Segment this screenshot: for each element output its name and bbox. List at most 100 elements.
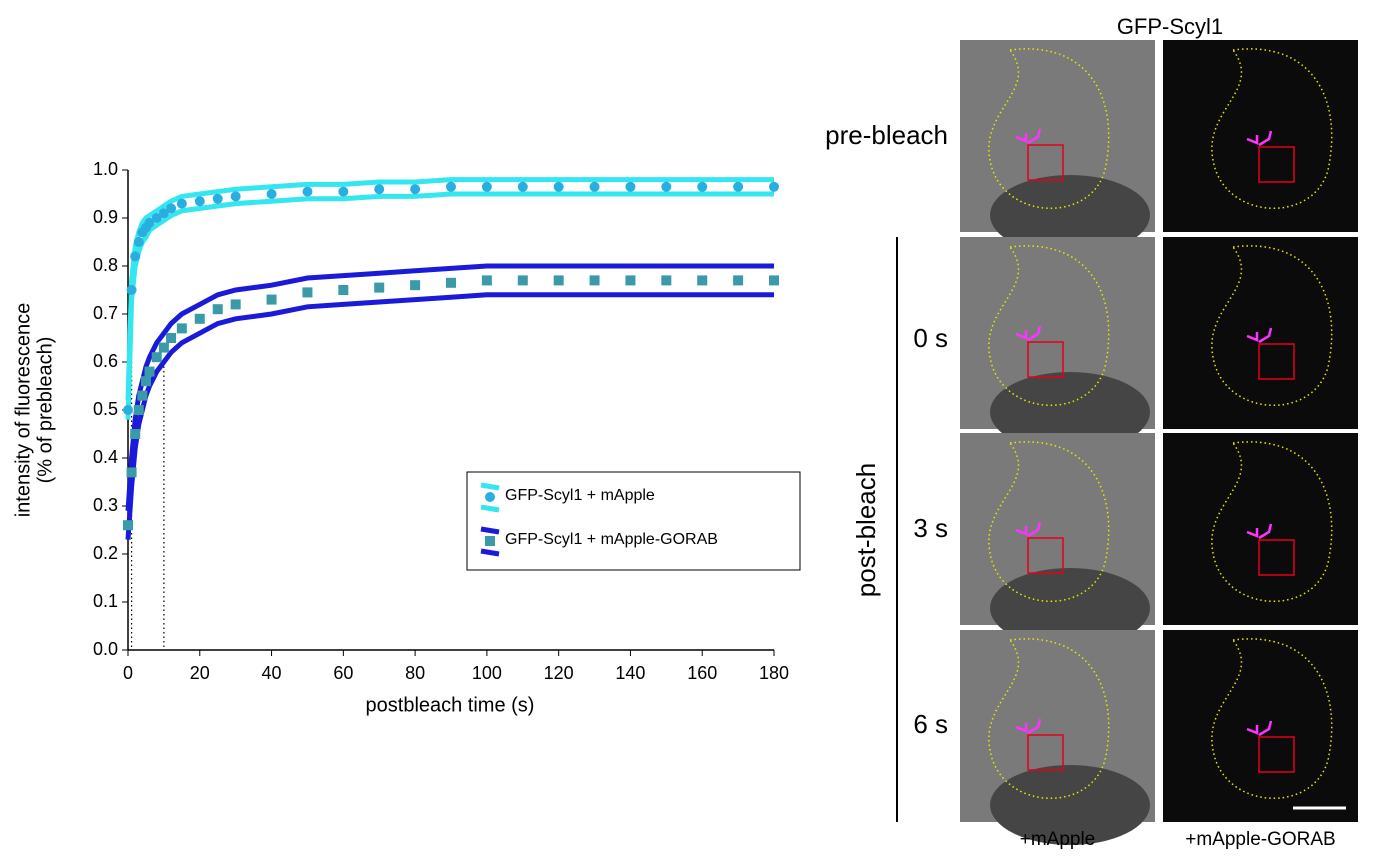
x-tick-label: 100 xyxy=(472,663,502,683)
micrograph xyxy=(1163,433,1358,625)
y-tick-label: 0.3 xyxy=(93,495,118,515)
y-tick-label: 0.1 xyxy=(93,591,118,611)
y-tick-label: 0.9 xyxy=(93,207,118,227)
y-tick-label: 0.0 xyxy=(93,639,118,659)
marker xyxy=(194,196,205,207)
marker xyxy=(158,342,169,353)
cell-outline xyxy=(988,48,1110,210)
marker xyxy=(769,181,779,192)
row-label: 0 s xyxy=(913,323,948,353)
marker xyxy=(230,191,241,202)
x-axis-label: postbleach time (s) xyxy=(366,694,535,716)
marker xyxy=(166,203,177,214)
bleach-mark xyxy=(1015,325,1042,342)
marker xyxy=(151,352,162,363)
marker xyxy=(158,208,169,219)
marker xyxy=(126,285,137,295)
marker xyxy=(589,181,600,192)
bleach-roi xyxy=(1258,539,1295,576)
micrograph-shade xyxy=(990,765,1150,845)
marker xyxy=(140,376,151,387)
legend-swatch xyxy=(480,526,500,557)
marker xyxy=(769,275,779,286)
marker xyxy=(123,520,133,531)
y-tick-label: 1.0 xyxy=(93,159,118,179)
legend-marker xyxy=(485,492,495,502)
legend-label: GFP-Scyl1 + mApple-GORAB xyxy=(505,531,718,548)
micrograph xyxy=(1163,237,1358,429)
micrograph-shade xyxy=(990,372,1150,452)
x-tick-label: 160 xyxy=(687,663,717,683)
y-axis-label: (% of prebleach) xyxy=(34,337,56,484)
marker xyxy=(338,285,349,295)
marker xyxy=(410,184,421,195)
bleach-mark xyxy=(1015,128,1042,145)
micrograph xyxy=(1163,40,1358,232)
marker xyxy=(589,275,600,286)
marker xyxy=(194,313,205,324)
marker xyxy=(661,275,672,286)
x-tick-label: 120 xyxy=(544,663,574,683)
marker xyxy=(151,213,162,223)
error-upper xyxy=(125,177,774,401)
marker xyxy=(517,181,528,192)
bleach-mark xyxy=(1015,521,1042,538)
marker xyxy=(176,198,187,209)
row-label: pre-bleach xyxy=(825,120,948,150)
x-tick-label: 60 xyxy=(333,663,353,683)
cell-outline xyxy=(988,441,1110,603)
y-tick-label: 0.4 xyxy=(93,447,118,467)
micrograph-shade xyxy=(990,175,1150,255)
panel-title: GFP-Scyl1 xyxy=(1117,14,1223,39)
legend-box xyxy=(466,471,801,571)
marker xyxy=(625,181,636,192)
x-tick-label: 40 xyxy=(262,663,282,683)
legend-label: GFP-Scyl1 + mApple xyxy=(505,487,655,504)
marker xyxy=(166,333,177,343)
marker xyxy=(517,275,528,286)
cell-outline xyxy=(988,245,1110,407)
marker xyxy=(553,181,564,192)
marker xyxy=(133,405,144,415)
marker xyxy=(661,181,672,192)
bleach-roi xyxy=(1027,537,1064,574)
x-tick-label: 180 xyxy=(759,663,789,683)
marker xyxy=(212,304,223,315)
marker xyxy=(126,467,137,478)
bleach-roi xyxy=(1027,734,1064,771)
bleach-mark xyxy=(1246,523,1273,540)
bleach-roi xyxy=(1027,341,1064,378)
bleach-roi xyxy=(1258,146,1295,183)
y-axis-label: intensity of fluorescence xyxy=(12,303,34,518)
marker xyxy=(212,193,223,204)
x-tick-label: 0 xyxy=(123,663,133,683)
marker xyxy=(481,181,492,192)
marker xyxy=(266,294,277,305)
x-tick-label: 140 xyxy=(615,663,645,683)
marker xyxy=(338,186,349,197)
bleach-mark xyxy=(1246,327,1273,344)
y-tick-label: 0.7 xyxy=(93,303,118,323)
micrograph-shade xyxy=(990,568,1150,648)
marker xyxy=(130,251,141,262)
cell-outline xyxy=(988,638,1110,800)
marker xyxy=(176,323,187,334)
bleach-roi xyxy=(1027,144,1064,181)
row-label: 6 s xyxy=(913,709,948,739)
marker xyxy=(302,186,313,197)
cell-outline xyxy=(1211,441,1333,603)
marker xyxy=(144,217,155,228)
micrograph xyxy=(1163,630,1358,822)
marker xyxy=(266,189,277,199)
marker xyxy=(481,275,492,286)
marker xyxy=(697,181,708,192)
row-label: 3 s xyxy=(913,513,948,543)
marker xyxy=(625,275,636,286)
marker xyxy=(446,277,456,288)
marker xyxy=(137,390,148,401)
marker xyxy=(374,184,385,195)
y-tick-label: 0.5 xyxy=(93,399,118,419)
cell-outline xyxy=(1211,638,1333,800)
marker xyxy=(130,429,141,439)
